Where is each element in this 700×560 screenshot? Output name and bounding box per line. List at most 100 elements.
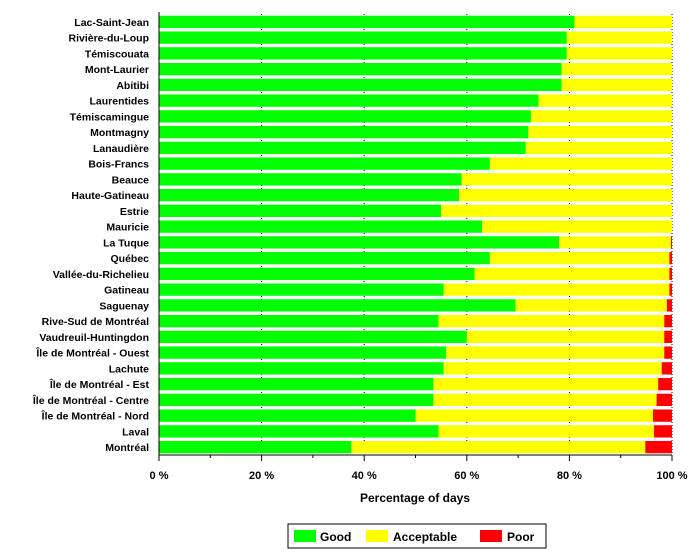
legend-swatch-acceptable — [366, 530, 388, 542]
bar-segment-good — [159, 173, 462, 186]
bar-segment-poor — [669, 283, 672, 296]
legend-swatch-good — [294, 530, 316, 542]
bar-segment-good — [159, 393, 434, 407]
bar-segment-good — [159, 141, 526, 155]
category-label: Québec — [110, 253, 149, 265]
category-label: Montmagny — [90, 127, 149, 139]
bar-segment-good — [159, 157, 490, 170]
bar-segment-acceptable — [489, 157, 672, 170]
bar-segment-acceptable — [443, 283, 670, 296]
category-label: Île de Montréal - Ouest — [35, 347, 149, 360]
bar-segment-acceptable — [566, 31, 672, 44]
legend-label-poor: Poor — [507, 530, 535, 544]
category-label: Île de Montréal - Centre — [32, 394, 149, 407]
bar-segment-acceptable — [438, 425, 655, 438]
bar-segment-acceptable — [459, 188, 672, 202]
category-label: Rive-Sud de Montréal — [42, 316, 149, 328]
bar-segment-good — [159, 125, 529, 139]
category-label: Lachute — [109, 363, 149, 375]
bar-segment-good — [159, 94, 539, 107]
category-label: La Tuque — [103, 237, 149, 249]
bar-segment-good — [159, 78, 562, 92]
bar-segment-acceptable — [561, 78, 672, 92]
bar-segment-acceptable — [515, 299, 667, 312]
bar-segment-good — [159, 47, 567, 60]
bar-segment-poor — [664, 314, 672, 328]
bar-segment-good — [159, 188, 460, 202]
bar-segment-good — [159, 314, 439, 328]
bar-segment-good — [159, 362, 444, 375]
bar-segment-acceptable — [474, 267, 670, 281]
bar-segment-acceptable — [438, 314, 665, 328]
bar-segment-acceptable — [351, 440, 646, 454]
legend-box — [287, 523, 547, 549]
bar-segment-acceptable — [461, 173, 672, 186]
bar-segment-acceptable — [446, 346, 665, 359]
bar-segment-acceptable — [561, 62, 672, 76]
category-label: Lanaudière — [93, 143, 149, 155]
bar-segment-acceptable — [415, 409, 654, 422]
x-tick-label: 80 % — [557, 470, 582, 482]
bar-segment-good — [159, 31, 567, 44]
x-tick-label: 0 % — [150, 470, 169, 482]
category-label: Témiscamingue — [70, 111, 150, 123]
bar-segment-poor — [666, 299, 672, 312]
bar-segment-good — [159, 346, 447, 359]
bar-segment-good — [159, 110, 531, 123]
bar-segment-poor — [656, 393, 672, 407]
category-label: Rivière-du-Loup — [69, 33, 150, 45]
x-axis: 0 % 20 % 40 % 60 % 80 % 100 % — [150, 12, 688, 482]
bar-segment-good — [159, 236, 560, 249]
category-labels: Lac-Saint-Jean Rivière-du-Loup Témiscouata… — [32, 17, 150, 454]
bar-segment-poor — [664, 346, 672, 359]
bar-segment-good — [159, 15, 575, 29]
bar-segment-poor — [658, 377, 672, 391]
bar-segment-acceptable — [566, 47, 672, 60]
bar-segment-good — [159, 204, 442, 218]
bar-segment-acceptable — [528, 125, 672, 139]
bar-segment-poor — [669, 267, 672, 281]
bar-segment-acceptable — [482, 220, 672, 233]
legend: Good Acceptable Poor — [287, 523, 547, 549]
bar-segment-good — [159, 425, 439, 438]
x-tick-label: 40 % — [352, 470, 377, 482]
category-label: Lac-Saint-Jean — [74, 17, 149, 29]
legend-label-good: Good — [320, 530, 351, 544]
bar-segment-acceptable — [433, 393, 657, 407]
bar-segment-poor — [664, 330, 672, 344]
bar-segment-acceptable — [559, 236, 671, 249]
legend-label-acceptable: Acceptable — [393, 530, 457, 544]
category-label: Abitibi — [116, 80, 149, 92]
category-label: Vallée-du-Richelieu — [53, 269, 149, 281]
x-tick-label: 60 % — [454, 470, 479, 482]
bar-segment-good — [159, 299, 516, 312]
bar-segment-acceptable — [443, 362, 662, 375]
bar-segment-acceptable — [530, 110, 672, 123]
bar-segment-acceptable — [525, 141, 672, 155]
category-label: Île de Montréal - Nord — [41, 410, 149, 423]
bar-segment-good — [159, 220, 483, 233]
category-label: Gatineau — [104, 285, 149, 297]
bar-segment-poor — [669, 251, 672, 265]
bar-segment-good — [159, 267, 475, 281]
category-label: Saguenay — [99, 300, 149, 312]
category-label: Laurentides — [89, 96, 149, 108]
category-label: Témiscouata — [85, 48, 149, 60]
bar-segment-acceptable — [466, 330, 665, 344]
x-tick-label: 100 % — [656, 470, 687, 482]
bars — [159, 15, 672, 454]
bar-segment-good — [159, 409, 416, 422]
bar-segment-good — [159, 330, 467, 344]
category-label: Beauce — [112, 174, 150, 186]
bar-segment-poor — [645, 440, 672, 454]
category-label: Montréal — [105, 442, 149, 454]
bar-segment-acceptable — [574, 15, 672, 29]
category-label: Vaudreuil-Huntingdon — [39, 332, 149, 344]
category-label: Île de Montréal - Est — [49, 378, 150, 391]
bar-segment-good — [159, 283, 444, 296]
bar-segment-good — [159, 251, 490, 265]
bar-segment-acceptable — [433, 377, 659, 391]
bar-segment-acceptable — [489, 251, 670, 265]
category-label: Mont-Laurier — [85, 64, 149, 76]
